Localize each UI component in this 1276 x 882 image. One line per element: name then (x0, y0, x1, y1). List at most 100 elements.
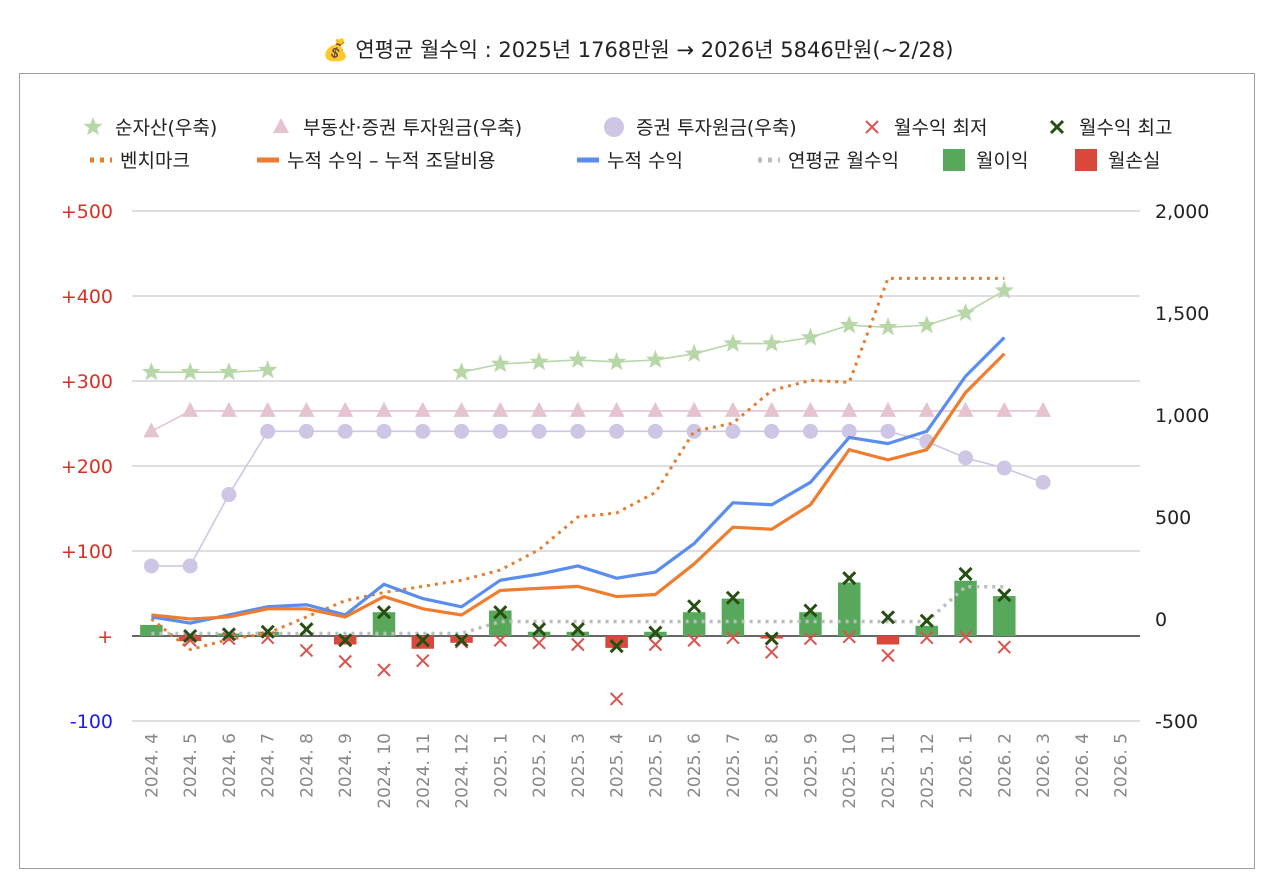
total-principal-point (802, 401, 819, 417)
x-tick-label: 2024. 12 (453, 733, 473, 809)
monthly-low-marker (687, 633, 701, 647)
legend-label: 증권 투자원금(우축) (636, 117, 797, 139)
monthly-low-marker (609, 692, 624, 706)
x-tick-label: 2025. 1 (491, 733, 511, 798)
monthly-low-marker (222, 631, 236, 646)
net-assets-point (258, 360, 278, 379)
x-tick-label: 2024. 4 (142, 733, 162, 798)
x-tick-label: 2026. 5 (1112, 733, 1132, 798)
securities-principal-point (260, 423, 276, 439)
total-principal-point (880, 401, 896, 417)
total-principal-point (841, 401, 858, 417)
total-principal-point (1035, 401, 1052, 417)
profit-bar (140, 624, 163, 636)
monthly-high-marker (764, 631, 779, 646)
x-tick-label: 2026. 3 (1034, 733, 1054, 798)
total-principal-point (724, 401, 741, 417)
total-principal-point (414, 401, 431, 417)
monthly-high-marker (570, 622, 585, 637)
net-assets-point (490, 354, 510, 373)
net-assets-point (180, 362, 200, 381)
right-tick-label: 0 (1155, 609, 1167, 631)
chart-frame (19, 73, 1255, 869)
x-tick-label: 2025. 3 (569, 733, 589, 798)
securities-principal-point (880, 423, 896, 439)
securities-principal-point (647, 423, 663, 439)
securities-principal-point (454, 423, 470, 439)
total-principal-point (337, 401, 354, 417)
monthly-low-marker (299, 643, 314, 658)
profit-bar (837, 582, 861, 636)
securities-principal-point (298, 423, 314, 439)
monthly-low-marker (920, 630, 934, 645)
net-assets-point (994, 280, 1014, 299)
x-tick-label: 2024. 9 (336, 733, 356, 798)
net-assets-point (956, 303, 975, 322)
monthly-high-marker (842, 571, 857, 586)
legend-circle-icon (604, 117, 624, 137)
total-principal-point (608, 401, 625, 417)
legend-x-icon (1049, 119, 1065, 135)
monthly-low-marker (377, 663, 391, 677)
securities-principal-point (415, 423, 431, 439)
legend-label: 부동산·증권 투자원금(우축) (303, 117, 522, 139)
x-tick-label: 2024. 10 (375, 733, 395, 809)
left-tick-label: +100 (61, 541, 113, 563)
left-tick-label: -100 (70, 711, 113, 733)
x-tick-label: 2025. 12 (918, 733, 938, 809)
profit-bar (915, 625, 939, 636)
x-tick-label: 2024. 7 (259, 733, 279, 798)
total-principal-point (220, 401, 237, 417)
net-assets-point (452, 362, 471, 381)
x-tick-label: 2025. 10 (840, 733, 860, 809)
net-assets-point (917, 315, 937, 334)
monthly-high-marker (648, 625, 663, 640)
right-tick-label: 2,000 (1155, 201, 1209, 223)
net-assets-point (219, 362, 239, 381)
net-assets-point (801, 327, 820, 346)
monthly-high-marker (532, 622, 547, 637)
total-principal-point (918, 401, 935, 417)
x-tick-label: 2025. 9 (801, 733, 821, 798)
profit-bar (721, 598, 745, 636)
benchmark-line (150, 276, 1005, 652)
x-tick-label: 2024. 8 (297, 733, 317, 798)
legend-label: 누적 수익 – 누적 조달비용 (287, 150, 495, 172)
chart-title: 💰 연평균 월수익 : 2025년 1768만원 → 2026년 5846만원(… (322, 38, 954, 62)
net-assets-point (607, 352, 627, 371)
monthly-low-marker (842, 630, 856, 644)
legend-label: 월이익 (976, 150, 1028, 172)
legend-box-icon (943, 149, 965, 171)
securities-principal-point (492, 423, 508, 439)
profit-bar (954, 580, 977, 636)
x-tick-label: 2025. 4 (608, 733, 628, 798)
legend-label: 연평균 월수익 (788, 150, 899, 172)
total-principal-point (647, 401, 664, 417)
right-tick-label: -500 (1155, 711, 1198, 733)
left-tick-label: + (97, 626, 113, 648)
left-tick-label: +500 (61, 201, 113, 223)
monthly-low-marker (648, 637, 663, 652)
securities-principal-point (182, 558, 198, 574)
right-tick-label: 1,500 (1155, 303, 1209, 325)
securities-principal-point (570, 423, 586, 439)
monthly-low-marker (532, 636, 546, 650)
x-tick-label: 2025. 6 (685, 733, 705, 798)
monthly-high-marker (609, 639, 624, 654)
total-principal-point (531, 401, 548, 417)
monthly-high-marker (919, 613, 934, 628)
monthly-low-marker (803, 631, 818, 646)
securities-principal-point (725, 423, 741, 439)
total-principal-point (569, 401, 586, 417)
total-principal-point (376, 401, 392, 417)
net-assets-point (684, 343, 704, 362)
profit-bar (993, 596, 1016, 636)
total-principal-line (151, 410, 1044, 433)
net-assets-point (723, 333, 743, 352)
monthly-high-marker (803, 603, 818, 618)
monthly-high-marker (221, 627, 236, 642)
total-principal-point (259, 401, 276, 417)
securities-principal-point (958, 450, 974, 466)
monthly-high-marker (299, 622, 314, 637)
